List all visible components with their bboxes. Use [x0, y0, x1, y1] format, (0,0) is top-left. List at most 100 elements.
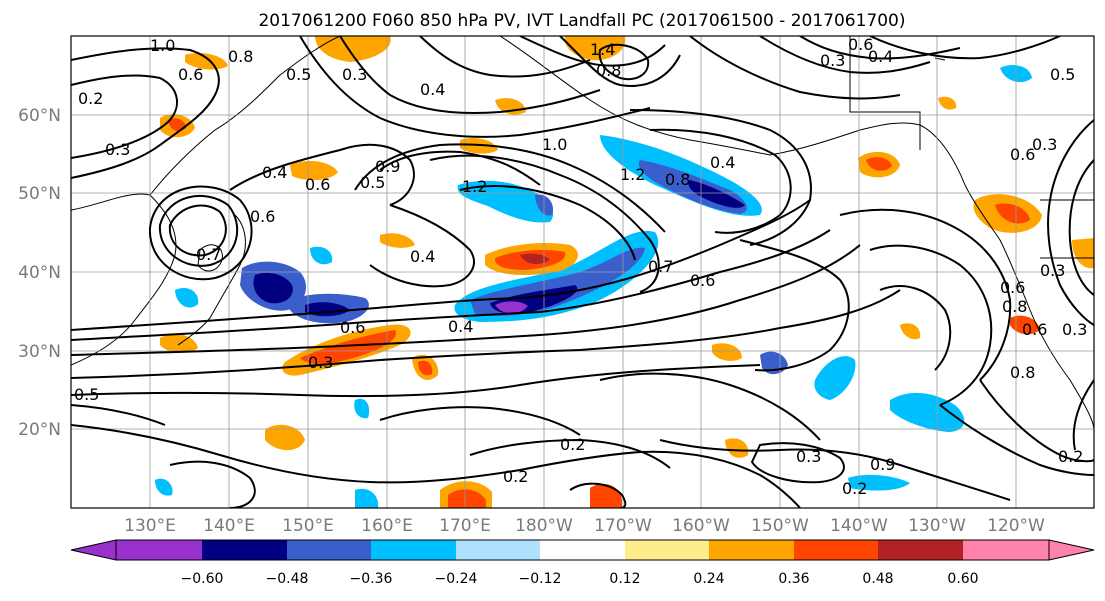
positive-anomaly-patch — [590, 484, 622, 508]
positive-anomaly-patch — [938, 96, 957, 110]
lon-label: 140°E — [203, 516, 255, 536]
positive-anomaly-patch — [520, 253, 550, 265]
positive-anomaly-patch — [1010, 315, 1040, 335]
contour-label: 0.6 — [1010, 145, 1035, 164]
contour-label: 0.2 — [78, 89, 103, 108]
positive-anomaly-patch — [866, 157, 892, 171]
negative-anomaly-patch — [155, 478, 173, 496]
colorbar-max-extend — [1048, 539, 1095, 561]
contour-label: 0.8 — [596, 61, 621, 80]
positive-anomaly-patch — [564, 36, 626, 61]
colorbar-min-extend — [70, 539, 117, 561]
contour-label: 0.4 — [710, 153, 735, 172]
longitude-labels: 130°E 140°E 150°E 160°E 170°E 180°W 170°… — [124, 516, 1045, 536]
lon-label: 170°E — [439, 516, 491, 536]
lon-label: 150°E — [282, 516, 334, 536]
lon-label: 120°W — [987, 516, 1045, 536]
contour-label: 1.4 — [590, 40, 615, 59]
contour-labels: 1.0 0.8 0.6 0.5 0.3 0.4 1.4 0.8 0.6 0.3 … — [74, 35, 1087, 498]
contour-label: 0.4 — [262, 163, 287, 182]
colorbar-segment — [625, 540, 709, 560]
positive-anomaly-patch — [418, 360, 433, 376]
contour-label: 0.8 — [1010, 363, 1035, 382]
contour-label: 0.6 — [178, 65, 203, 84]
contour-label: 1.2 — [462, 177, 487, 196]
latitude-labels: 60°N 50°N 40°N 30°N 20°N — [18, 106, 61, 440]
colorbar-segment — [540, 540, 625, 560]
contour-label: 0.5 — [1050, 65, 1075, 84]
lon-label: 170°W — [594, 516, 652, 536]
positive-anomaly-patch — [290, 160, 338, 181]
lon-label: 160°W — [672, 516, 730, 536]
lat-label: 50°N — [18, 184, 61, 204]
colorbar-tick: 0.60 — [947, 571, 978, 587]
contour-label: 0.3 — [796, 447, 821, 466]
colorbar-tick: 0.48 — [862, 571, 893, 587]
contour-label: 0.4 — [448, 317, 473, 336]
contour-label: 0.8 — [665, 170, 690, 189]
positive-anomaly-patch — [995, 203, 1030, 224]
gridlines — [71, 36, 1094, 508]
contour-label: 0.5 — [74, 385, 99, 404]
lon-label: 140°W — [830, 516, 888, 536]
lat-label: 40°N — [18, 263, 61, 283]
contour-label: 0.3 — [820, 51, 845, 70]
contour-label: 0.7 — [196, 245, 221, 264]
lon-label: 180°W — [515, 516, 573, 536]
contour-label: 0.2 — [503, 467, 528, 486]
contour-label: 0.6 — [340, 318, 365, 337]
negative-anomaly-patch — [814, 356, 856, 400]
contour-label: 0.2 — [842, 479, 867, 498]
colorbar-segment — [709, 540, 794, 560]
contour-label: 0.5 — [360, 173, 385, 192]
contour-label: 1.0 — [150, 36, 175, 55]
contour-label: 1.0 — [542, 135, 567, 154]
lon-label: 130°E — [124, 516, 176, 536]
lat-label: 60°N — [18, 106, 61, 126]
colorbar-tick: −0.48 — [266, 571, 309, 587]
contour-label: 1.2 — [620, 165, 645, 184]
lat-label: 30°N — [18, 342, 61, 362]
contour-label: 0.3 — [1032, 135, 1057, 154]
lat-label: 20°N — [18, 420, 61, 440]
negative-anomaly-patch — [457, 180, 554, 223]
contour-label: 0.3 — [1040, 261, 1065, 280]
colorbar-tick: 0.36 — [778, 571, 809, 587]
contour-label: 0.7 — [648, 257, 673, 276]
lon-label: 150°W — [751, 516, 809, 536]
colorbar-segment — [963, 540, 1049, 560]
contour-label: 0.6 — [848, 35, 873, 54]
colorbar-segment — [794, 540, 878, 560]
pv-shading — [155, 36, 1094, 508]
positive-anomaly-patch — [265, 424, 305, 451]
contour-label: 0.6 — [690, 271, 715, 290]
negative-anomaly-patch — [495, 301, 528, 314]
colorbar-tick: −0.36 — [350, 571, 393, 587]
pv-contours — [71, 36, 1094, 508]
positive-anomaly-patch — [448, 489, 486, 508]
contour-label: 0.8 — [1002, 297, 1027, 316]
positive-anomaly-patch — [900, 323, 921, 340]
contour-label: 0.2 — [1058, 447, 1083, 466]
contour-label: 0.3 — [342, 65, 367, 84]
colorbar-tick: −0.60 — [181, 571, 224, 587]
contour-label: 0.5 — [286, 65, 311, 84]
colorbar-frame — [115, 539, 1050, 561]
colorbar-segment — [202, 540, 287, 560]
contour-label: 0.4 — [410, 247, 435, 266]
lon-label: 160°E — [361, 516, 413, 536]
positive-anomaly-patch — [725, 438, 749, 458]
negative-anomaly-patch — [355, 488, 379, 508]
colorbar-tick: 0.24 — [693, 571, 724, 587]
contour-label: 0.4 — [868, 47, 893, 66]
positive-anomaly-patch — [300, 330, 396, 364]
positive-anomaly-patch — [315, 36, 391, 62]
negative-anomaly-patch — [354, 398, 370, 419]
negative-anomaly-patch — [253, 272, 293, 304]
colorbar-tick: −0.24 — [435, 571, 478, 587]
contour-label: 0.2 — [560, 435, 585, 454]
positive-anomaly-patch — [185, 53, 228, 70]
lon-label: 130°W — [908, 516, 966, 536]
contour-label: 0.8 — [228, 47, 253, 66]
